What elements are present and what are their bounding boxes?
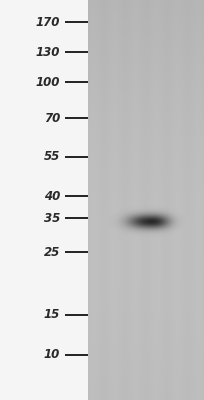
Text: 15: 15 (44, 308, 60, 322)
Text: 40: 40 (44, 190, 60, 202)
Text: 10: 10 (44, 348, 60, 362)
Text: 170: 170 (36, 16, 60, 28)
Text: 70: 70 (44, 112, 60, 124)
Text: 25: 25 (44, 246, 60, 258)
Text: 55: 55 (44, 150, 60, 164)
Bar (0, 0, 88, 400)
Text: 130: 130 (36, 46, 60, 58)
Text: 35: 35 (44, 212, 60, 224)
Text: 100: 100 (36, 76, 60, 88)
